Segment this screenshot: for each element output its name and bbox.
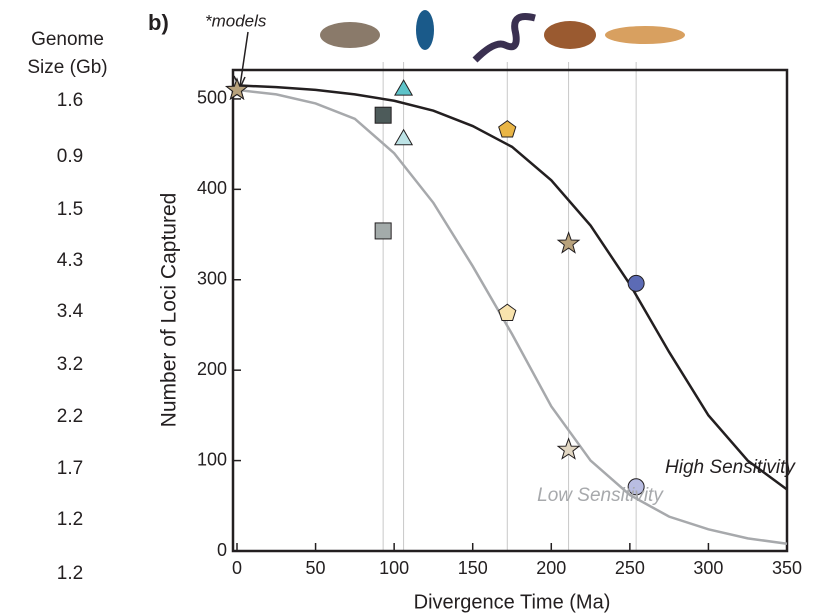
organism-icons [320,10,685,63]
point [498,120,517,138]
point [394,128,414,146]
point [374,106,392,124]
genome-size-value: 1.2 [56,563,84,584]
annotation-arrow [233,31,249,90]
point [225,77,249,100]
curve-label: High Sensitivity [665,457,795,478]
genome-size-value: 2.2 [56,406,84,427]
annotation: *models [205,11,267,30]
x-tick-label: 50 [306,558,326,578]
fit-curve [236,88,788,546]
genome-size-value: 1.6 [56,90,84,111]
point [498,303,517,321]
fit-curve [236,84,788,491]
x-tick-label: 100 [379,558,409,578]
x-tick-label: 250 [615,558,645,578]
snake-icon [472,13,536,63]
x-axis-label: Divergence Time (Ma) [414,591,611,613]
x-tick-label: 0 [232,558,242,578]
mouse-icon [320,22,380,48]
y-tick-label: 300 [197,269,227,289]
fish-icon [605,26,685,44]
y-tick-label: 0 [217,540,227,560]
y-axis-label: Number of Loci Captured [158,193,181,428]
point [556,231,581,254]
point [627,274,645,292]
y-tick-label: 500 [197,88,227,108]
x-tick-label: 350 [772,558,802,578]
x-tick-label: 300 [693,558,723,578]
point [627,478,645,496]
genome-size-value: 0.9 [56,146,84,167]
y-tick-label: 400 [197,178,227,198]
x-tick-label: 150 [458,558,488,578]
plot-frame [231,68,789,553]
point [374,222,392,240]
point [556,437,581,460]
frog-icon [544,21,596,49]
x-tick-label: 200 [536,558,566,578]
genome-size-value: 3.2 [56,354,84,375]
panel-label: b) [148,10,169,35]
y-tick-label: 100 [197,449,227,469]
genome-size-value: 4.3 [56,250,84,271]
genome-size-value: 3.4 [56,301,84,322]
genome-size-value: 1.7 [56,458,84,479]
genome-size-value: 1.5 [56,199,84,220]
y-tick-label: 200 [197,359,227,379]
point [394,79,414,96]
bird-icon [416,10,434,50]
genome-size-title: Genome Size (Gb) [27,29,108,78]
curve-label: Low Sensitivity [537,485,663,506]
genome-size-value: 1.2 [56,509,84,530]
